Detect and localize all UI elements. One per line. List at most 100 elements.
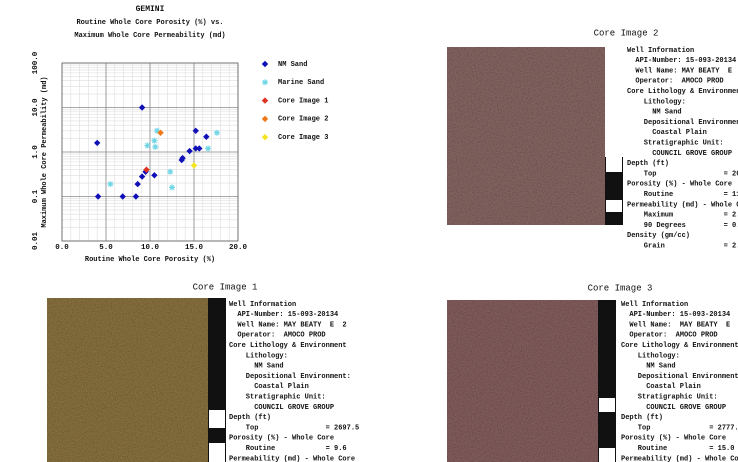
info-line: Well Name: MAY BEATY E — [627, 67, 732, 75]
x-tick-label: 0.0 — [55, 244, 69, 252]
info-line: API-Number: 15-093-20134 — [229, 311, 338, 319]
data-point — [214, 130, 220, 136]
info-line: Permeability (md) - Whole C — [627, 201, 738, 209]
info-line: 90 Degrees = 0. — [627, 222, 738, 230]
legend-label: Marine Sand — [278, 79, 324, 87]
info-line: Stratigraphic Unit: — [627, 140, 724, 148]
info-line: NM Sand — [627, 109, 682, 117]
legend-marker — [262, 97, 268, 103]
info-line: Routine = 15.0 — [621, 445, 734, 453]
info-line: Core Lithology & Environment — [621, 342, 738, 350]
core-photo — [447, 47, 605, 225]
legend-label: Core Image 1 — [278, 97, 328, 105]
data-point — [144, 142, 150, 148]
panel-title: Core Image 1 — [193, 282, 258, 292]
info-line: Depth (ft) — [621, 414, 663, 422]
data-point — [167, 169, 173, 175]
info-line: Coastal Plain — [229, 383, 309, 391]
scale-block — [599, 448, 615, 462]
info-line: Core Lithology & Environmen — [627, 88, 738, 96]
legend-label: Core Image 2 — [278, 116, 328, 124]
info-line: COUNCIL GROVE GROUP — [627, 150, 732, 158]
info-line: NM Sand — [621, 363, 676, 371]
data-point — [152, 144, 158, 150]
scale-bar — [208, 298, 226, 462]
data-point — [169, 184, 175, 190]
info-line: NM Sand — [229, 363, 284, 371]
legend-label: NM Sand — [278, 61, 307, 69]
legend-label: Core Image 3 — [278, 134, 328, 142]
y-tick-label: 100.0 — [32, 51, 40, 74]
chart-subtitle: Maximum Whole Core Permeability (md) — [74, 32, 225, 40]
x-axis-title: Routine Whole Core Porosity (%) — [85, 256, 215, 264]
info-line: Well Name: MAY BEATY E 2 — [229, 321, 347, 329]
info-line: Density (gm/cc) — [627, 232, 690, 240]
info-line: Routine = 11 — [627, 191, 738, 199]
legend-marker — [262, 116, 268, 122]
info-line: COUNCIL GROVE GROUP — [621, 404, 726, 412]
scale-block — [606, 200, 622, 212]
info-line: Operator: AMOCO PROD — [621, 332, 718, 340]
info-line: Stratigraphic Unit: — [621, 394, 718, 402]
legend-marker — [262, 134, 268, 140]
info-line: Top = 26 — [627, 170, 738, 178]
x-tick-label: 15.0 — [185, 244, 204, 252]
info-line: Permeability (md) - Whole Core — [621, 455, 738, 462]
info-line: Depositional Environment: — [621, 373, 738, 381]
info-line: Depth (ft) — [229, 414, 271, 422]
y-tick-label: 1.0 — [32, 145, 40, 159]
data-point — [205, 145, 211, 151]
panel-title: Core Image 3 — [588, 283, 653, 293]
info-line: Lithology: — [627, 98, 686, 106]
y-tick-label: 0.01 — [32, 232, 40, 251]
info-line: Lithology: — [229, 352, 288, 360]
data-point — [107, 181, 113, 187]
legend-marker — [262, 79, 268, 85]
info-line: Well Information — [627, 47, 694, 55]
scale-bar — [598, 300, 616, 462]
core-photo — [447, 300, 598, 462]
info-line: Operator: AMOCO PROD — [229, 332, 326, 340]
chart-title: GEMINI — [136, 5, 165, 14]
scale-block — [606, 157, 622, 172]
scale-block — [599, 398, 615, 412]
y-tick-label: 0.1 — [32, 189, 40, 203]
info-line: API-Number: 15-093-20134 — [627, 57, 736, 65]
chart-subtitle: Routine Whole Core Porosity (%) vs. — [76, 19, 223, 27]
info-line: Coastal Plain — [621, 383, 701, 391]
info-line: Permeability (md) - Whole Core — [229, 455, 355, 462]
info-line: Depth (ft) — [627, 160, 669, 168]
core-photo — [47, 298, 208, 462]
scale-block — [209, 443, 225, 462]
info-line: Well Information — [229, 301, 296, 309]
data-point — [151, 138, 157, 144]
info-line: COUNCIL GROVE GROUP — [229, 404, 334, 412]
page: GEMINI Routine Whole Core Porosity (%) v… — [0, 0, 738, 462]
info-line: Porosity (%) - Whole Core — [621, 435, 726, 443]
info-line: Depositional Environment — [627, 119, 738, 127]
x-tick-label: 5.0 — [99, 244, 113, 252]
info-line: Porosity (%) - Whole Core — [229, 435, 334, 443]
scale-block — [209, 410, 225, 428]
panel-title: Core Image 2 — [594, 28, 659, 38]
info-line: Lithology: — [621, 352, 680, 360]
info-line: Grain = 2. — [627, 243, 738, 251]
info-line: Maximum = 2. — [627, 212, 738, 220]
info-line: Depositional Environment: — [229, 373, 351, 381]
info-line: Top = 2697.5 — [229, 424, 359, 432]
info-line: Coastal Plain — [627, 129, 707, 137]
info-line: Well Information — [621, 301, 688, 309]
info-line: Operator: AMOCO PROD — [627, 78, 724, 86]
info-line: Core Lithology & Environment — [229, 342, 347, 350]
info-line: Porosity (%) - Whole Core — [627, 181, 732, 189]
x-tick-label: 20.0 — [229, 244, 248, 252]
y-axis-title: Maximum Whole Core Permeability (md) — [41, 76, 49, 227]
x-tick-label: 10.0 — [141, 244, 160, 252]
legend-marker — [262, 61, 268, 67]
info-line: Stratigraphic Unit: — [229, 394, 326, 402]
info-line: API-Number: 15-093-20134 — [621, 311, 730, 319]
info-line: Top = 2777. — [621, 424, 738, 432]
info-line: Well Name: MAY BEATY E 2 — [621, 321, 738, 329]
y-tick-label: 10.0 — [32, 98, 40, 117]
info-line: Routine = 9.6 — [229, 445, 347, 453]
